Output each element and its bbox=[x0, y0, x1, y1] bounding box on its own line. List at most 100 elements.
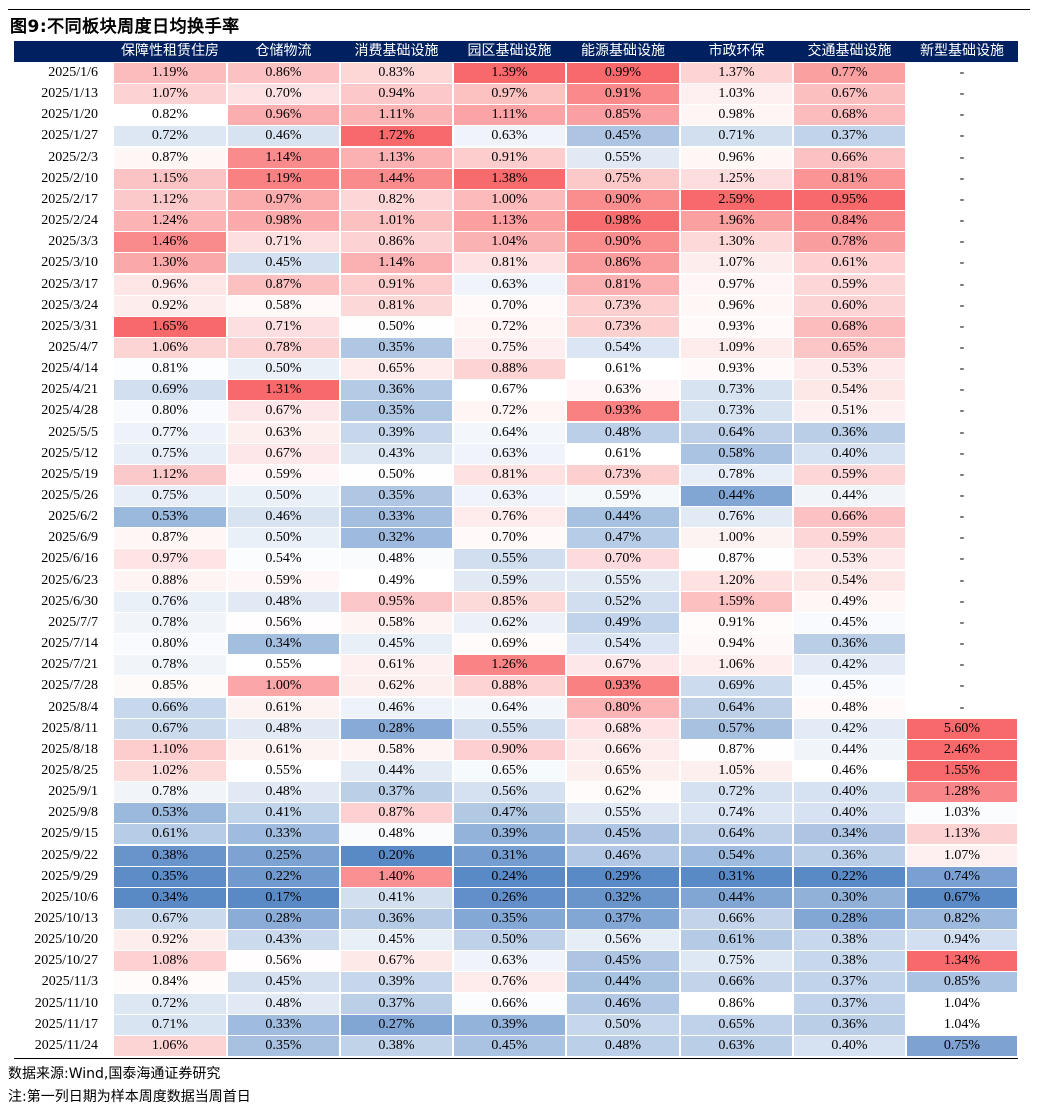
value-cell: 0.86% bbox=[341, 232, 452, 253]
value-cell: 0.88% bbox=[114, 570, 226, 591]
value-cell: 0.37% bbox=[794, 972, 905, 993]
row-date: 2025/9/29 bbox=[41, 868, 98, 884]
row-date: 2025/11/24 bbox=[34, 1037, 98, 1053]
value-cell: 1.37% bbox=[681, 63, 792, 83]
row-date: 2025/2/17 bbox=[41, 191, 98, 207]
value-cell: 0.53% bbox=[794, 549, 905, 570]
value-cell: 0.38% bbox=[794, 930, 905, 951]
value-cell: 1.19% bbox=[114, 63, 226, 83]
row-date: 2025/1/20 bbox=[41, 107, 98, 123]
table-row: 2025/5/26 0.75% 0.50% 0.35% 0.63% 0.59% 0.44% 0… bbox=[14, 485, 1018, 506]
value-cell: 0.72% bbox=[114, 126, 226, 147]
value-cell: 0.74% bbox=[907, 866, 1017, 887]
value-cell: 0.55% bbox=[454, 718, 565, 739]
row-date: 2025/4/28 bbox=[41, 403, 98, 419]
row-date: 2025/8/18 bbox=[41, 741, 98, 757]
value-cell: 0.55% bbox=[567, 147, 679, 168]
value-cell: 0.64% bbox=[454, 697, 565, 718]
value-cell: 0.69% bbox=[681, 676, 792, 697]
table-row: 2025/6/2 0.53% 0.46% 0.33% 0.76% 0.44% 0.76% 0.… bbox=[14, 506, 1018, 528]
row-date: 2025/6/30 bbox=[41, 593, 98, 609]
value-cell: - bbox=[959, 234, 965, 250]
value-cell: 0.84% bbox=[794, 211, 905, 232]
value-cell: 0.95% bbox=[341, 591, 452, 612]
value-cell: 0.66% bbox=[114, 697, 226, 718]
value-cell: 0.71% bbox=[228, 232, 339, 253]
value-cell: 0.61% bbox=[794, 253, 905, 274]
value-cell: 0.54% bbox=[794, 380, 905, 401]
value-cell: 0.37% bbox=[794, 126, 905, 147]
value-cell: 0.81% bbox=[567, 274, 679, 295]
value-cell: 0.72% bbox=[454, 316, 565, 337]
value-cell: - bbox=[959, 593, 965, 609]
value-cell: 0.59% bbox=[794, 528, 905, 549]
value-cell: 1.07% bbox=[907, 845, 1017, 866]
value-cell: 0.85% bbox=[907, 972, 1017, 993]
value-cell: 0.86% bbox=[681, 993, 792, 1014]
value-cell: 0.68% bbox=[567, 718, 679, 739]
value-cell: 0.61% bbox=[567, 443, 679, 464]
value-cell: 0.85% bbox=[454, 591, 565, 612]
row-date: 2025/7/14 bbox=[41, 636, 98, 652]
value-cell: 0.54% bbox=[794, 570, 905, 591]
value-cell: 0.58% bbox=[341, 612, 452, 633]
table-row: 2025/11/17 0.71% 0.33% 0.27% 0.39% 0.50% 0.65%… bbox=[14, 1014, 1018, 1035]
value-cell: 0.56% bbox=[567, 930, 679, 951]
table-row: 2025/2/10 1.15% 1.19% 1.44% 1.38% 0.75% 1.25% 0… bbox=[14, 168, 1018, 189]
value-cell: 1.44% bbox=[341, 168, 452, 189]
value-cell: 0.66% bbox=[681, 972, 792, 993]
value-cell: 0.91% bbox=[341, 274, 452, 295]
value-cell: 1.13% bbox=[454, 211, 565, 232]
value-cell: 0.45% bbox=[567, 951, 679, 972]
value-cell: 0.33% bbox=[341, 507, 452, 528]
value-cell: 0.61% bbox=[228, 739, 339, 760]
value-cell: 0.39% bbox=[341, 422, 452, 443]
value-cell: 0.48% bbox=[228, 993, 339, 1014]
value-cell: 0.82% bbox=[907, 909, 1017, 929]
value-cell: 0.59% bbox=[228, 464, 339, 485]
value-cell: 0.82% bbox=[341, 189, 452, 210]
row-date: 2025/2/24 bbox=[41, 213, 98, 229]
value-cell: 0.73% bbox=[567, 295, 679, 316]
value-cell: 0.59% bbox=[794, 464, 905, 485]
value-cell: 0.88% bbox=[454, 676, 565, 697]
table-row: 2025/4/14 0.81% 0.50% 0.65% 0.88% 0.61% 0.93% 0… bbox=[14, 358, 1018, 380]
value-cell: 0.70% bbox=[228, 84, 339, 105]
value-cell: 0.84% bbox=[114, 972, 226, 993]
value-cell: 0.50% bbox=[228, 359, 339, 380]
row-date: 2025/5/19 bbox=[41, 466, 98, 482]
value-cell: 0.43% bbox=[341, 443, 452, 464]
value-cell: 0.97% bbox=[454, 84, 565, 105]
value-cell: 1.25% bbox=[681, 168, 792, 189]
value-cell: - bbox=[959, 86, 965, 102]
value-cell: 0.95% bbox=[794, 189, 905, 210]
value-cell: 0.75% bbox=[114, 486, 226, 506]
value-cell: 0.81% bbox=[454, 253, 565, 274]
value-cell: 0.66% bbox=[681, 909, 792, 929]
value-cell: 0.54% bbox=[567, 634, 679, 655]
value-cell: 0.45% bbox=[794, 612, 905, 633]
value-cell: 0.36% bbox=[794, 845, 905, 866]
value-cell: 0.98% bbox=[567, 211, 679, 232]
value-cell: 0.50% bbox=[567, 1014, 679, 1035]
table-row: 2025/1/20 0.82% 0.96% 1.11% 1.11% 0.85% 0.98% 0… bbox=[14, 104, 1018, 126]
table-row: 2025/11/24 1.06% 0.35% 0.38% 0.45% 0.48% 0.63%… bbox=[14, 1035, 1018, 1056]
value-cell: 0.83% bbox=[341, 63, 452, 83]
value-cell: 0.92% bbox=[114, 930, 226, 951]
value-cell: 0.48% bbox=[567, 422, 679, 443]
value-cell: 0.26% bbox=[454, 887, 565, 908]
value-cell: 0.48% bbox=[567, 1035, 679, 1056]
value-cell: 0.30% bbox=[794, 887, 905, 908]
value-cell: 0.87% bbox=[114, 528, 226, 549]
row-date: 2025/4/7 bbox=[48, 339, 98, 355]
value-cell: 0.75% bbox=[567, 168, 679, 189]
value-cell: 0.93% bbox=[567, 676, 679, 697]
value-cell: 0.59% bbox=[454, 570, 565, 591]
value-cell: 0.78% bbox=[114, 782, 226, 803]
row-date: 2025/3/24 bbox=[41, 297, 98, 313]
row-date: 2025/5/12 bbox=[41, 445, 98, 461]
value-cell: 0.58% bbox=[228, 295, 339, 316]
value-cell: 0.45% bbox=[794, 676, 905, 697]
value-cell: 0.31% bbox=[681, 866, 792, 887]
value-cell: 0.45% bbox=[341, 634, 452, 655]
